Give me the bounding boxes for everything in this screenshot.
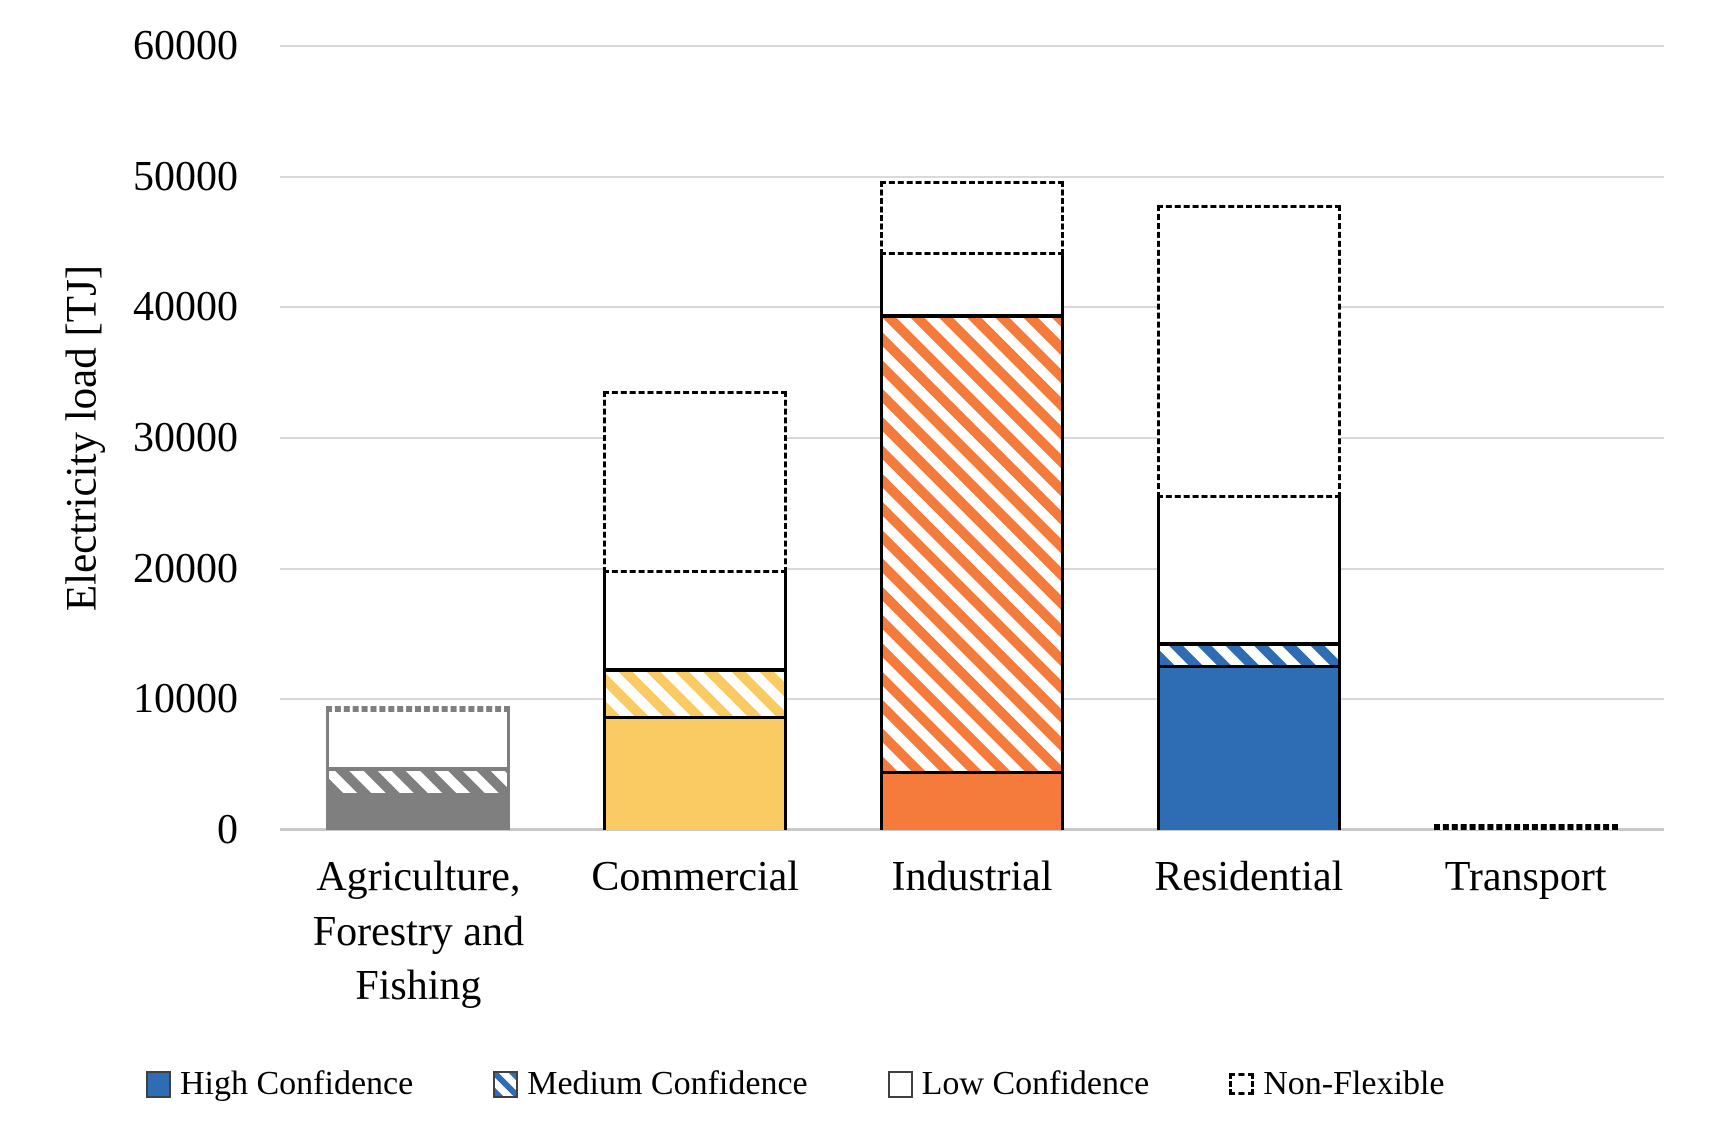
legend-swatch-icon	[493, 1070, 519, 1098]
bar-segment	[880, 313, 1064, 772]
bar	[1156, 205, 1341, 830]
legend-item: Non-Flexible	[1229, 1065, 1445, 1103]
plot-area	[280, 45, 1664, 831]
x-axis-label: Residential	[1154, 854, 1344, 900]
x-axis-label: Transport	[1444, 854, 1607, 900]
bar-segment	[603, 716, 788, 830]
legend-label: Non-Flexible	[1263, 1065, 1445, 1102]
legend-swatch-icon	[1229, 1073, 1255, 1095]
bar-segment	[1156, 498, 1341, 642]
legend-swatch-icon	[146, 1070, 171, 1098]
bar-segment	[1156, 641, 1341, 666]
gridline	[280, 45, 1664, 47]
legend-item: High Confidence	[146, 1065, 413, 1103]
bar-segment	[603, 572, 788, 668]
x-axis-label: Commercial	[591, 854, 799, 900]
bar-segment	[326, 792, 511, 830]
bar-segment	[880, 255, 1064, 314]
x-axis-label: Agriculture, Forestry and Fishing	[312, 854, 524, 1010]
bar	[880, 180, 1064, 830]
bar-segment	[326, 712, 511, 767]
bar	[326, 706, 511, 830]
legend-item: Medium Confidence	[493, 1065, 808, 1103]
y-tick-label: 40000	[133, 284, 238, 331]
y-tick-label: 0	[217, 807, 238, 853]
bar-segment	[880, 771, 1064, 830]
bar-segment	[880, 180, 1064, 256]
legend-label: Medium Confidence	[527, 1065, 808, 1102]
y-tick-label: 20000	[133, 545, 238, 592]
bar-segment	[1433, 824, 1618, 830]
bar-segment	[326, 706, 511, 713]
gridline	[280, 175, 1664, 178]
legend-item: Low Confidence	[887, 1065, 1150, 1103]
legend: High Confidence Medium Confidence Low Conf…	[146, 1058, 1445, 1110]
x-axis-label: Industrial	[891, 854, 1053, 900]
bar-segment	[1156, 205, 1341, 499]
y-tick-label: 30000	[133, 415, 238, 461]
bar-segment	[326, 766, 511, 793]
legend-label: High Confidence	[180, 1065, 414, 1102]
y-tick-label: 60000	[133, 23, 238, 69]
bar	[1433, 824, 1618, 830]
legend-label: Low Confidence	[921, 1065, 1150, 1102]
bar	[603, 390, 788, 830]
bar-segment	[603, 667, 788, 717]
y-tick-label: 10000	[133, 676, 238, 723]
bar-segment	[603, 390, 788, 573]
legend-swatch-icon	[887, 1070, 913, 1098]
y-tick-label: 50000	[133, 153, 238, 200]
bar-segment	[1156, 665, 1341, 830]
